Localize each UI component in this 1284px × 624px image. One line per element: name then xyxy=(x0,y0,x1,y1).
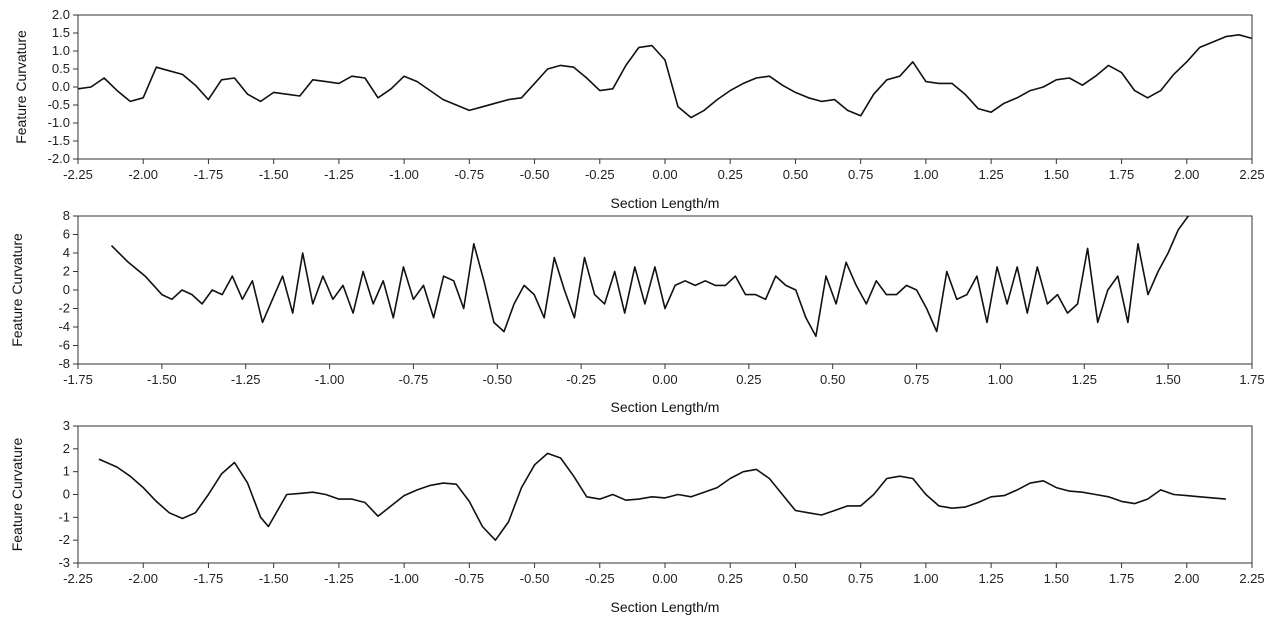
y-tick-label: -2 xyxy=(58,532,70,547)
x-tick-label: 1.75 xyxy=(1239,372,1264,387)
x-tick-label: -0.75 xyxy=(455,571,485,586)
y-tick-label: -6 xyxy=(58,338,70,353)
y-tick-label: -2 xyxy=(58,301,70,316)
x-tick-label: -2.25 xyxy=(63,571,93,586)
plot-frame xyxy=(77,425,1253,564)
x-tick-label: -1.00 xyxy=(389,167,419,182)
x-tick-label: -1.75 xyxy=(194,167,224,182)
y-tick-label: 0.0 xyxy=(52,79,70,94)
series-line xyxy=(110,216,1191,338)
y-tick-label: -0.5 xyxy=(48,97,70,112)
x-tick-label: -0.50 xyxy=(482,372,512,387)
x-tick-label: 2.00 xyxy=(1174,571,1199,586)
x-tick-label: 0.25 xyxy=(718,167,743,182)
x-tick-label: -2.00 xyxy=(128,167,158,182)
x-tick-label: -1.50 xyxy=(259,167,289,182)
chart-panel-top: Feature Curvature Section Length/m -2.25… xyxy=(13,7,1265,211)
y-tick-label: 1 xyxy=(63,464,70,479)
y-tick-label: 3 xyxy=(63,418,70,433)
y-tick-label: 6 xyxy=(63,227,70,242)
y-tick-label: 0 xyxy=(63,487,70,502)
chart-panel-bottom: Feature Curvature Section Length/m -2.25… xyxy=(9,418,1265,615)
x-axis-label: Section Length/m xyxy=(611,599,720,615)
x-tick-label: -0.25 xyxy=(566,372,596,387)
x-tick-label: 1.75 xyxy=(1109,167,1134,182)
x-tick-label: -1.25 xyxy=(324,167,354,182)
x-tick-label: 1.00 xyxy=(988,372,1013,387)
y-tick-label: 2 xyxy=(63,441,70,456)
x-tick-label: 0.00 xyxy=(652,167,677,182)
y-axis-label: Feature Curvature xyxy=(9,233,25,347)
x-tick-label: 0.75 xyxy=(848,571,873,586)
y-tick-label: -8 xyxy=(58,356,70,371)
x-tick-label: 0.25 xyxy=(736,372,761,387)
x-tick-label: -1.50 xyxy=(259,571,289,586)
x-tick-label: 0.25 xyxy=(718,571,743,586)
y-axis-label: Feature Curvature xyxy=(9,437,25,551)
x-tick-label: -1.00 xyxy=(389,571,419,586)
y-tick-label: 2 xyxy=(63,264,70,279)
x-axis-label: Section Length/m xyxy=(611,195,720,211)
y-tick-label: -1.5 xyxy=(48,133,70,148)
x-tick-label: 0.50 xyxy=(783,167,808,182)
x-tick-label: -0.50 xyxy=(520,571,550,586)
y-tick-label: 0 xyxy=(63,282,70,297)
y-tick-label: -2.0 xyxy=(48,151,70,166)
x-tick-label: 1.50 xyxy=(1044,167,1069,182)
x-tick-label: -1.25 xyxy=(324,571,354,586)
y-tick-label: -4 xyxy=(58,319,70,334)
y-tick-label: 1.5 xyxy=(52,25,70,40)
x-tick-label: 2.00 xyxy=(1174,167,1199,182)
x-tick-label: 0.75 xyxy=(848,167,873,182)
x-tick-label: 2.25 xyxy=(1239,167,1264,182)
x-tick-label: -1.75 xyxy=(194,571,224,586)
y-tick-label: 1.0 xyxy=(52,43,70,58)
y-tick-label: 2.0 xyxy=(52,7,70,22)
x-tick-label: -1.00 xyxy=(315,372,345,387)
y-tick-label: 8 xyxy=(63,208,70,223)
x-tick-label: -1.75 xyxy=(63,372,93,387)
x-tick-label: 1.25 xyxy=(978,571,1003,586)
x-tick-label: 0.00 xyxy=(652,571,677,586)
x-tick-label: -1.50 xyxy=(147,372,177,387)
y-tick-label: -1 xyxy=(58,509,70,524)
x-tick-label: 0.50 xyxy=(820,372,845,387)
x-tick-label: 1.00 xyxy=(913,167,938,182)
x-tick-label: 1.50 xyxy=(1155,372,1180,387)
x-tick-label: 1.75 xyxy=(1109,571,1134,586)
y-tick-label: -3 xyxy=(58,555,70,570)
x-tick-label: -0.75 xyxy=(399,372,429,387)
x-tick-label: 1.00 xyxy=(913,571,938,586)
x-tick-label: -1.25 xyxy=(231,372,261,387)
y-axis-label: Feature Curvature xyxy=(13,30,29,144)
x-axis-label: Section Length/m xyxy=(611,399,720,415)
x-tick-label: 0.00 xyxy=(652,372,677,387)
x-tick-label: 1.25 xyxy=(978,167,1003,182)
x-tick-label: 1.50 xyxy=(1044,571,1069,586)
x-tick-label: -2.25 xyxy=(63,167,93,182)
x-tick-label: -0.25 xyxy=(585,167,615,182)
series-line xyxy=(98,452,1226,542)
x-tick-label: 1.25 xyxy=(1072,372,1097,387)
y-tick-label: -1.0 xyxy=(48,115,70,130)
x-tick-label: 0.75 xyxy=(904,372,929,387)
x-tick-label: -0.75 xyxy=(455,167,485,182)
x-tick-label: -2.00 xyxy=(128,571,158,586)
x-tick-label: 0.50 xyxy=(783,571,808,586)
chart-panel-middle: Feature Curvature Section Length/m -1.75… xyxy=(9,208,1265,415)
x-tick-label: 2.25 xyxy=(1239,571,1264,586)
y-tick-label: 0.5 xyxy=(52,61,70,76)
series-line xyxy=(78,33,1252,119)
x-tick-label: -0.50 xyxy=(520,167,550,182)
x-tick-label: -0.25 xyxy=(585,571,615,586)
y-tick-label: 4 xyxy=(63,245,70,260)
plot-frame xyxy=(77,14,1253,160)
